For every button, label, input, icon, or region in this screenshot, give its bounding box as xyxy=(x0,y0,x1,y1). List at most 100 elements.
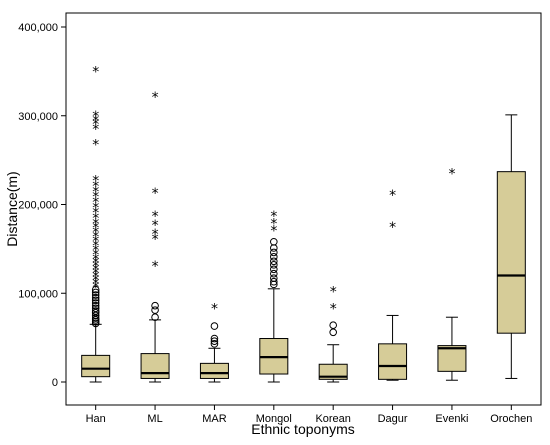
box-dagur: ** xyxy=(378,188,408,381)
outlier-circle xyxy=(329,321,337,330)
outlier-star: * xyxy=(92,200,99,216)
outlier-star: * xyxy=(92,270,99,286)
outlier-star: * xyxy=(92,195,99,211)
outlier-star: * xyxy=(389,188,396,204)
x-tick-label: Orochen xyxy=(490,413,532,425)
outlier-circle xyxy=(91,307,100,315)
outlier-star: * xyxy=(92,230,99,246)
outlier-star: * xyxy=(92,211,99,227)
outlier-star: * xyxy=(92,174,99,190)
outlier-star: * xyxy=(92,137,99,153)
outlier-circle xyxy=(91,288,100,297)
outlier-star: * xyxy=(270,223,277,239)
outlier-star: * xyxy=(330,301,337,317)
outlier-circle xyxy=(151,313,159,322)
outlier-star: * xyxy=(92,179,99,195)
outlier-star: * xyxy=(92,238,99,254)
outlier-star: * xyxy=(92,113,99,129)
box-mar: * xyxy=(199,301,229,383)
outlier-star: * xyxy=(92,262,99,278)
box-mongol: *** xyxy=(259,209,289,383)
outlier-star: * xyxy=(92,184,99,200)
outlier-star: * xyxy=(92,221,99,237)
outlier-star: * xyxy=(92,280,99,296)
outlier-star: * xyxy=(92,225,99,241)
iqr-box xyxy=(199,362,229,379)
outlier-star: * xyxy=(92,64,99,80)
outlier-star: * xyxy=(152,227,159,243)
outlier-circle xyxy=(210,334,219,343)
outlier-circle xyxy=(270,237,278,246)
box-orochen xyxy=(496,114,526,379)
box-han: ******************************* xyxy=(81,64,111,383)
outlier-circle xyxy=(270,253,278,261)
y-tick-label: 300,000 xyxy=(18,111,58,123)
y-axis: 0 100,000 200,000 300,000 400,000 xyxy=(18,22,66,389)
x-axis-title: Ethnic toponyms xyxy=(251,421,355,437)
outlier-star: * xyxy=(330,285,337,301)
outlier-circle xyxy=(210,337,219,345)
x-tick-label: Korean xyxy=(315,413,350,425)
y-tick-label: 200,000 xyxy=(18,200,58,212)
iqr-box xyxy=(496,171,526,334)
outlier-star: * xyxy=(92,117,99,133)
y-axis-title: Distance(m) xyxy=(4,171,20,246)
outlier-star: * xyxy=(448,167,455,183)
outlier-star: * xyxy=(389,220,396,236)
iqr-box xyxy=(140,353,170,379)
outlier-circle xyxy=(151,301,159,310)
x-tick-label: ML xyxy=(147,413,162,425)
outlier-star: * xyxy=(92,273,99,289)
box-ml: ******* xyxy=(140,90,170,383)
outlier-star: * xyxy=(152,232,159,248)
x-tick-label: Dagur xyxy=(378,413,408,425)
x-tick-label: MAR xyxy=(202,413,227,425)
x-tick-label: Mongol xyxy=(256,413,292,425)
outlier-circle xyxy=(270,261,278,269)
iqr-box xyxy=(81,354,111,378)
outlier-circle xyxy=(91,301,100,310)
outlier-star: * xyxy=(92,255,99,271)
box-korean: ** xyxy=(318,285,348,383)
iqr-box xyxy=(318,363,348,380)
outlier-circle xyxy=(91,293,100,302)
outlier-star: * xyxy=(92,247,99,263)
outlier-circle xyxy=(270,248,278,257)
outlier-star: * xyxy=(92,109,99,125)
outlier-star: * xyxy=(92,277,99,293)
outlier-circle xyxy=(91,304,100,313)
outlier-star: * xyxy=(92,216,99,232)
iqr-box xyxy=(437,345,467,372)
y-tick-label: 100,000 xyxy=(18,288,58,300)
outlier-star: * xyxy=(211,301,218,317)
outlier-circle xyxy=(91,299,100,307)
outlier-circle xyxy=(91,291,100,299)
outlier-star: * xyxy=(92,206,99,222)
outlier-star: * xyxy=(152,259,159,275)
box-evenki: * xyxy=(437,167,467,381)
outlier-star: * xyxy=(152,90,159,106)
boxes-layer: ****************************************… xyxy=(81,64,526,383)
outlier-star: * xyxy=(92,190,99,206)
outlier-star: * xyxy=(270,216,277,232)
x-tick-label: Han xyxy=(86,413,106,425)
outlier-star: * xyxy=(92,243,99,259)
outlier-circle xyxy=(270,274,278,282)
outlier-star: * xyxy=(92,122,99,138)
outlier-circle xyxy=(270,269,278,278)
outlier-star: * xyxy=(92,266,99,282)
x-axis: Han ML MAR Mongol Korean Dagur Evenki Orochen xyxy=(86,405,532,425)
outlier-star: * xyxy=(270,209,277,225)
outlier-star: * xyxy=(92,234,99,250)
outlier-circle xyxy=(270,257,278,266)
outlier-circle xyxy=(210,322,219,330)
outlier-circle xyxy=(91,285,100,294)
outlier-star: * xyxy=(152,209,159,225)
outlier-circle xyxy=(91,311,100,320)
x-tick-label: Evenki xyxy=(435,413,468,425)
outlier-star: * xyxy=(92,259,99,275)
plot-frame xyxy=(65,12,542,406)
outlier-star: * xyxy=(92,252,99,268)
iqr-box xyxy=(378,343,408,380)
